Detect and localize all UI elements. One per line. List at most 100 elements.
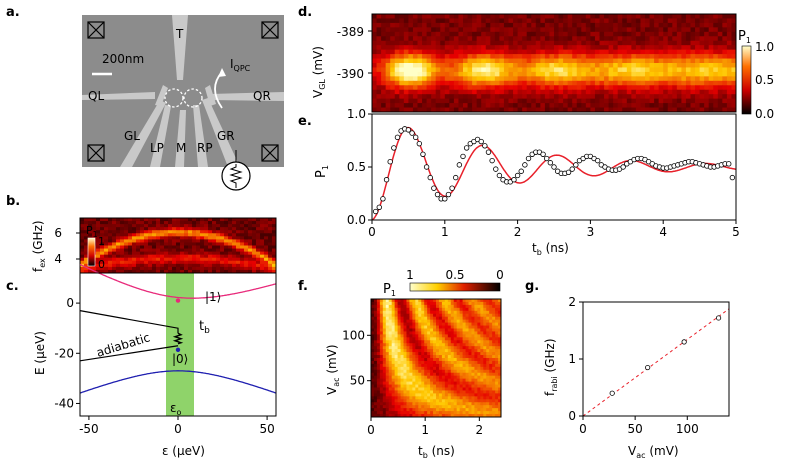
heatmap-cell [144, 221, 149, 225]
heatmap-cell [168, 218, 173, 222]
heatmap-cell [394, 352, 399, 356]
panel-e-ytick: 1.0 [347, 107, 366, 121]
heatmap-cell [492, 313, 496, 318]
heatmap-cell [388, 369, 393, 374]
heatmap-cell [204, 221, 209, 225]
heatmap-cell [465, 334, 469, 338]
heatmap-cell [371, 310, 375, 315]
heatmap-cell [224, 239, 229, 243]
heatmap-cell [168, 269, 173, 274]
heatmap-cell [695, 94, 701, 100]
heatmap-cell [399, 22, 405, 28]
heatmap-cell [124, 245, 129, 250]
heatmap-cell [430, 331, 434, 335]
heatmap-cell [371, 322, 375, 327]
heatmap-cell [563, 27, 569, 33]
heatmap-cell [695, 71, 701, 77]
heatmap-cell [471, 393, 475, 397]
panel-d-label: d. [298, 5, 312, 20]
heatmap-cell [585, 103, 591, 109]
rabi-point [376, 204, 382, 210]
heatmap-cell [80, 233, 85, 237]
heatmap-cell [544, 80, 550, 86]
heatmap-cell [412, 325, 416, 329]
heatmap-cell [554, 45, 560, 51]
heatmap-cell [617, 36, 623, 42]
heatmap-cell [176, 221, 181, 225]
heatmap-cell [156, 254, 161, 259]
heatmap-cell [447, 328, 452, 332]
heatmap-cell [433, 411, 437, 415]
heatmap-cell [549, 107, 555, 113]
heatmap-cell [409, 352, 413, 356]
heatmap-cell [208, 239, 213, 243]
heatmap-cell [708, 80, 714, 86]
heatmap-cell [563, 94, 569, 100]
heatmap-cell [403, 85, 409, 91]
heatmap-cell [388, 337, 393, 341]
heatmap-cell [513, 49, 519, 55]
heatmap-cell [96, 221, 101, 225]
heatmap-cell [474, 363, 478, 368]
heatmap-cell [244, 233, 249, 237]
heatmap-cell [453, 360, 458, 365]
heatmap-cell [731, 89, 737, 95]
heatmap-cell [390, 18, 396, 24]
heatmap-cell [100, 245, 105, 250]
heatmap-cell [631, 71, 637, 77]
heatmap-cell [391, 387, 396, 391]
heatmap-cell [492, 393, 496, 397]
heatmap-cell [371, 325, 375, 329]
heatmap-cell [708, 67, 714, 73]
rabi-point [478, 138, 484, 145]
heatmap-cell [572, 76, 578, 82]
heatmap-cell [622, 22, 628, 28]
heatmap-cell [486, 414, 490, 418]
heatmap-cell [708, 14, 714, 19]
heatmap-cell [690, 76, 696, 82]
heatmap-cell [483, 304, 487, 309]
heatmap-cell [100, 239, 105, 243]
heatmap-cell [397, 349, 402, 353]
heatmap-cell [196, 236, 201, 240]
heatmap-cell [124, 269, 129, 274]
heatmap-cell [381, 80, 387, 86]
heatmap-cell [695, 18, 701, 24]
heatmap-cell [391, 349, 396, 353]
heatmap-cell [704, 67, 710, 73]
heatmap-cell [433, 325, 437, 329]
heatmap-cell [418, 307, 422, 312]
heatmap-cell [713, 94, 719, 100]
heatmap-cell [699, 54, 705, 60]
heatmap-cell [381, 107, 387, 113]
heatmap-cell [495, 313, 499, 318]
heatmap-cell [576, 22, 582, 28]
heatmap-cell [382, 378, 387, 383]
heatmap-cell [608, 36, 614, 42]
heatmap-cell [408, 67, 414, 73]
heatmap-cell [112, 254, 117, 259]
heatmap-cell [172, 233, 177, 237]
heatmap-cell [622, 94, 628, 100]
heatmap-cell [418, 352, 422, 356]
heatmap-cell [212, 263, 217, 268]
heatmap-cell [622, 14, 628, 19]
heatmap-cell [152, 251, 157, 256]
heatmap-cell [599, 80, 605, 86]
heatmap-cell [436, 411, 440, 415]
heatmap-cell [558, 31, 564, 37]
heatmap-cell [465, 372, 469, 377]
heatmap-cell [453, 331, 458, 335]
heatmap-cell [631, 27, 637, 33]
heatmap-cell [626, 94, 632, 100]
heatmap-cell [722, 18, 728, 24]
heatmap-cell [394, 103, 400, 109]
heatmap-cell [635, 36, 641, 42]
heatmap-cell [417, 36, 423, 42]
heatmap-cell [373, 369, 378, 374]
heatmap-cell [436, 358, 440, 362]
heatmap-cell [208, 242, 213, 246]
heatmap-cell [373, 328, 378, 332]
heatmap-cell [168, 248, 173, 253]
heatmap-cell [581, 107, 587, 113]
